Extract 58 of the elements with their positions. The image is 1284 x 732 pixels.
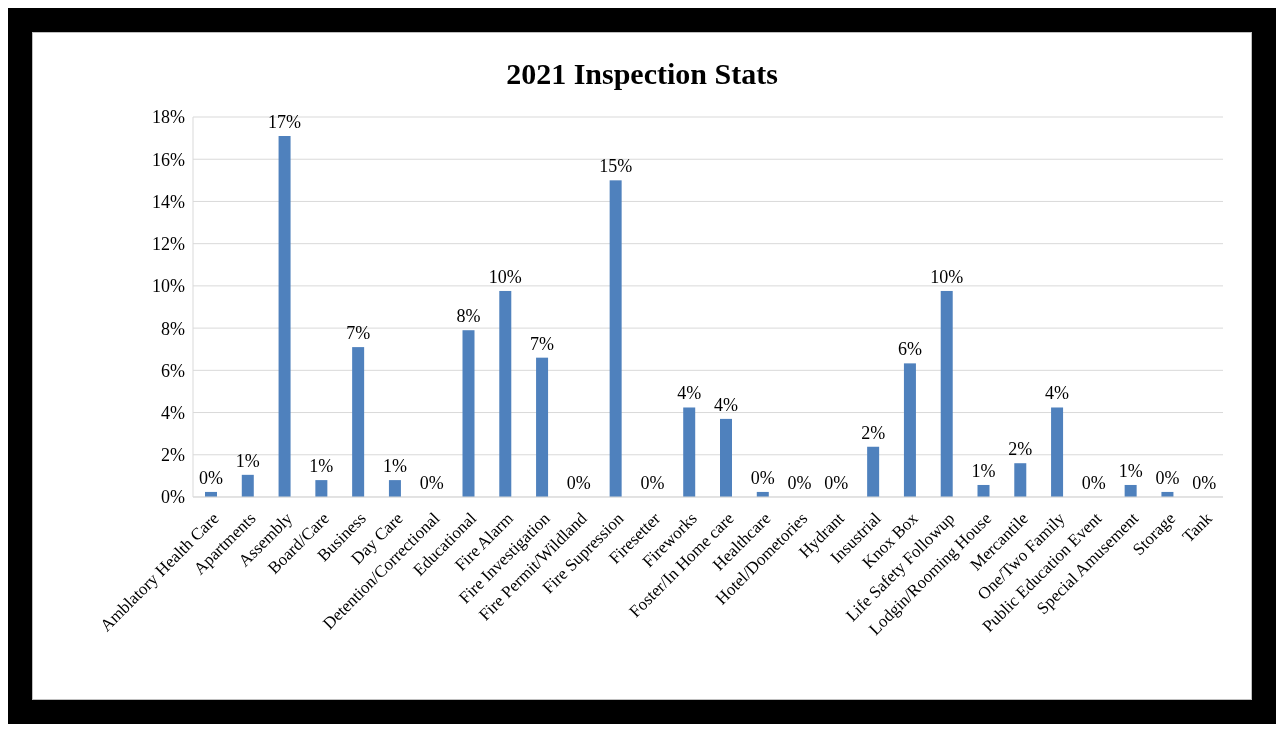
data-label: 2% bbox=[1008, 439, 1033, 460]
data-label: 4% bbox=[677, 383, 702, 404]
data-label: 7% bbox=[346, 323, 371, 344]
bar bbox=[388, 480, 401, 497]
data-label: 10% bbox=[488, 266, 522, 287]
bar bbox=[499, 290, 512, 497]
data-label: 0% bbox=[566, 473, 591, 493]
y-tick-label: 4% bbox=[161, 402, 185, 423]
data-label: 8% bbox=[456, 306, 481, 327]
data-label: 15% bbox=[599, 156, 633, 177]
bar bbox=[352, 347, 365, 497]
x-tick-label: Tank bbox=[1178, 508, 1217, 547]
data-label: 4% bbox=[1045, 383, 1070, 404]
data-label: 0% bbox=[1155, 467, 1180, 488]
data-label: 1% bbox=[382, 456, 407, 477]
bar bbox=[977, 484, 990, 497]
y-tick-label: 14% bbox=[152, 191, 185, 212]
data-label: 6% bbox=[897, 339, 922, 360]
data-label: 0% bbox=[1081, 473, 1106, 493]
bar bbox=[903, 363, 916, 497]
bar bbox=[1014, 463, 1027, 497]
data-label: 0% bbox=[199, 467, 223, 488]
bar bbox=[315, 480, 328, 497]
y-tick-label: 10% bbox=[152, 276, 185, 297]
bar bbox=[720, 418, 732, 497]
y-tick-label: 12% bbox=[152, 234, 185, 255]
data-label: 0% bbox=[419, 473, 444, 493]
bar bbox=[867, 446, 880, 497]
data-label: 1% bbox=[309, 456, 334, 477]
y-tick-label: 0% bbox=[161, 487, 185, 508]
bar bbox=[609, 180, 622, 497]
chart-title: 2021 Inspection Stats bbox=[505, 56, 779, 92]
bar bbox=[940, 290, 953, 497]
data-label: 2% bbox=[861, 422, 886, 443]
y-tick-label: 2% bbox=[161, 445, 185, 466]
data-label: 7% bbox=[530, 333, 555, 354]
bar bbox=[241, 474, 254, 497]
bar bbox=[1124, 484, 1137, 497]
y-tick-label: 8% bbox=[161, 318, 185, 339]
data-label: 0% bbox=[640, 473, 665, 493]
y-tick-label: 18% bbox=[152, 107, 185, 128]
data-label: 1% bbox=[971, 460, 996, 481]
data-label: 4% bbox=[714, 394, 738, 415]
data-label: 0% bbox=[824, 473, 849, 493]
bar bbox=[536, 357, 549, 497]
data-label: 1% bbox=[235, 450, 260, 471]
data-label: 0% bbox=[750, 467, 775, 488]
y-tick-label: 6% bbox=[161, 360, 185, 381]
y-tick-label: 16% bbox=[152, 149, 185, 170]
data-label: 0% bbox=[787, 473, 812, 493]
bar bbox=[683, 407, 696, 497]
data-label: 0% bbox=[1192, 473, 1217, 493]
bar bbox=[462, 330, 475, 497]
data-label: 1% bbox=[1118, 460, 1143, 481]
data-label: 10% bbox=[930, 266, 964, 287]
bar bbox=[1051, 407, 1064, 497]
bar bbox=[278, 136, 291, 497]
data-label: 17% bbox=[268, 112, 302, 132]
